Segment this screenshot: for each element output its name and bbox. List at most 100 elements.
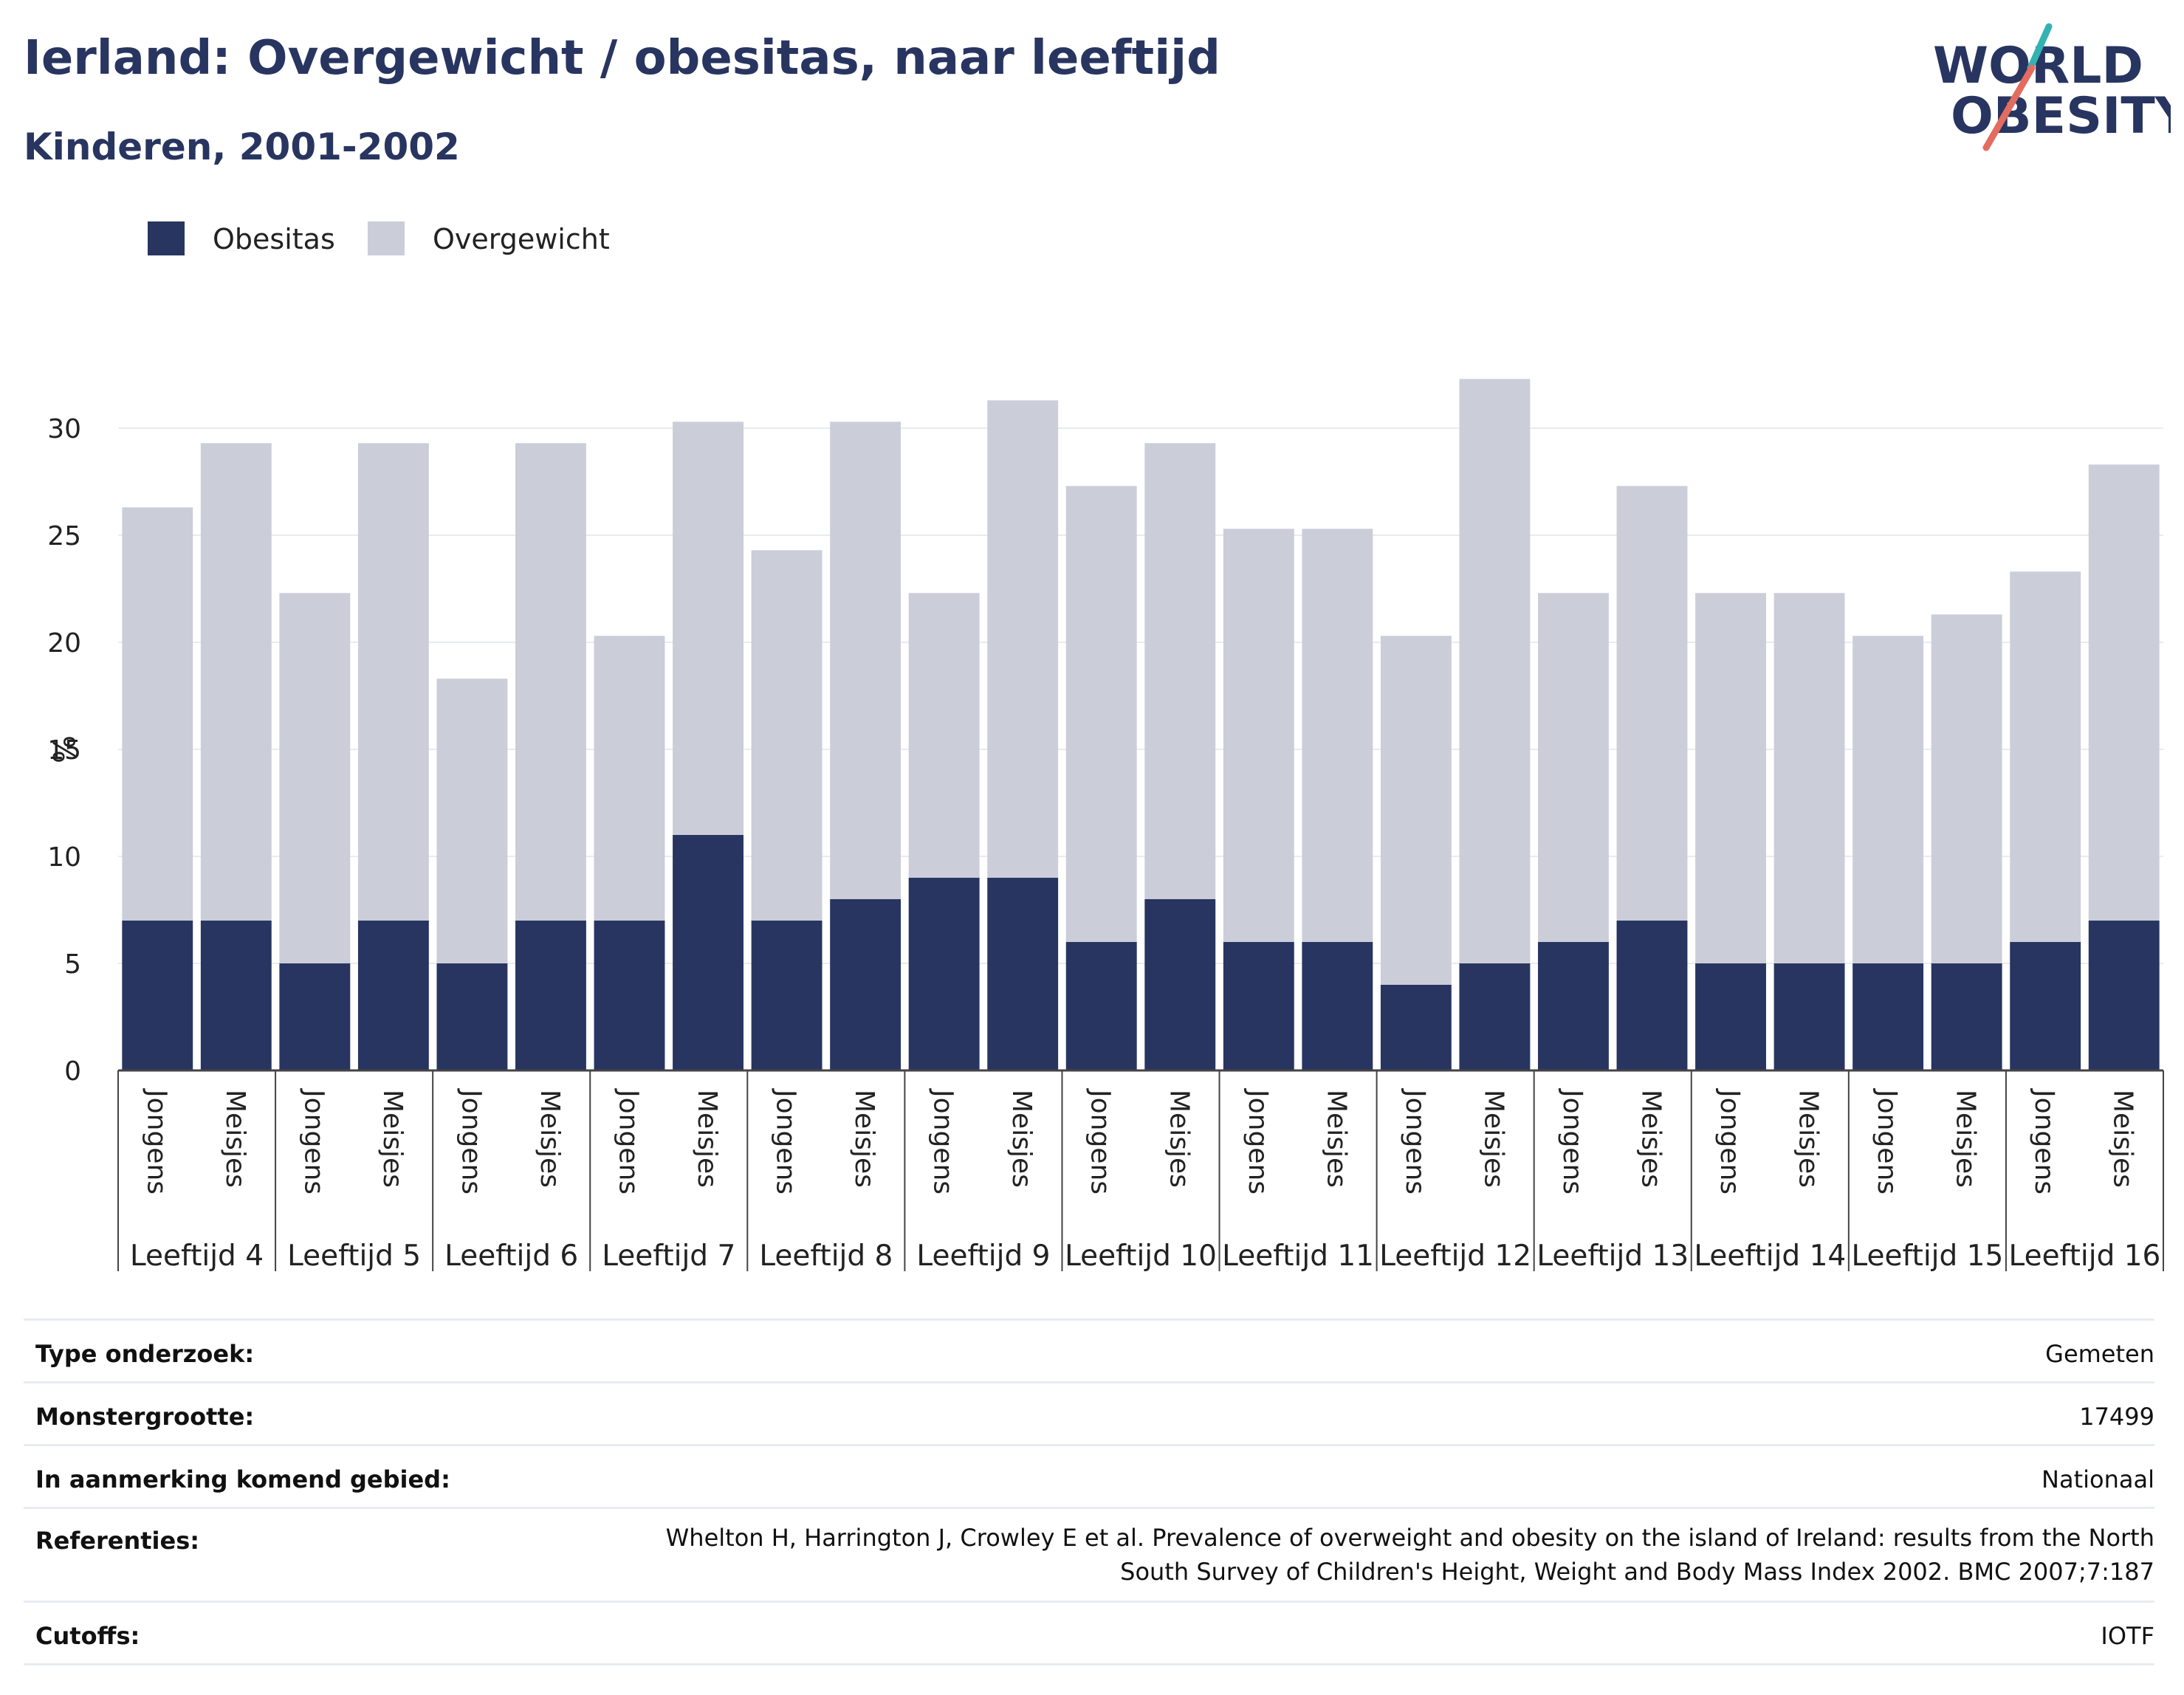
logo-line2: OBESITY [1951,87,2171,145]
world-obesity-logo: WORLD OBESITY [1933,23,2171,151]
x-subcategory-label: Jongens [1085,1088,1116,1194]
x-group-label: Leeftijd 8 [759,1240,893,1273]
bar-overgewicht [1773,593,1845,963]
info-label: Cutoffs: [35,1622,140,1650]
bar-overgewicht [2088,464,2160,921]
x-subcategory-label: Jongens [2029,1088,2059,1194]
bar-obesitas [1380,985,1452,1070]
bar-obesitas [751,921,823,1070]
y-tick-label: 20 [47,628,81,659]
x-subcategory-label: Jongens [1243,1088,1273,1194]
bar-overgewicht [673,422,744,835]
x-group-label: Leeftijd 16 [2009,1240,2161,1273]
bar-obesitas [2088,921,2160,1070]
info-value: Whelton H, Harrington J, Crowley E et al… [665,1524,2154,1586]
bar-overgewicht [1144,443,1216,899]
info-label: Referenties: [35,1527,200,1555]
bar-overgewicht [594,636,665,921]
x-subcategory-label: Meisjes [535,1090,565,1188]
x-subcategory-label: Jongens [928,1088,958,1194]
info-row: Cutoffs: IOTF [24,1601,2154,1665]
bar-obesitas [1223,942,1294,1070]
bar-overgewicht [1223,529,1294,942]
x-subcategory-label: Jongens [771,1088,801,1194]
bar-overgewicht [2010,571,2081,942]
x-group-label: Leeftijd 13 [1536,1240,1689,1273]
x-group-label: Leeftijd 9 [916,1240,1050,1273]
info-label: Type onderzoek: [35,1340,255,1368]
bar-obesitas [1459,963,1531,1070]
bar-obesitas [1852,963,1924,1070]
x-subcategory-label: Meisjes [1951,1090,1981,1188]
chart-title: Ierland: Overgewicht / obesitas, naar le… [24,31,1220,86]
x-group-label: Leeftijd 10 [1065,1240,1217,1273]
x-group-label: Leeftijd 6 [444,1240,578,1273]
legend-item-overgewicht[interactable]: Overgewicht [368,219,633,260]
y-tick-label: 30 [47,414,81,444]
x-subcategory-label: Meisjes [377,1090,408,1188]
bar-overgewicht [751,550,823,921]
x-subcategory-label: Meisjes [220,1090,250,1188]
legend-item-obesitas[interactable]: Obesitas [148,219,369,260]
bar-overgewicht [987,400,1059,878]
bar-obesitas [279,963,351,1070]
info-row: Referenties: Whelton H, Harrington J, Cro… [24,1507,2154,1601]
bar-overgewicht [357,443,429,921]
x-subcategory-label: Meisjes [692,1090,722,1188]
y-axis-label: % [46,735,80,763]
bar-overgewicht [200,443,272,921]
bar-obesitas [200,921,272,1070]
bar-overgewicht [1538,593,1609,942]
x-group-label: Leeftijd 4 [130,1240,264,1273]
x-group-label: Leeftijd 14 [1694,1240,1846,1273]
bar-overgewicht [1065,486,1137,942]
bar-obesitas [1773,963,1845,1070]
bar-obesitas [2010,942,2081,1070]
y-tick-label: 0 [64,1056,81,1087]
bar-obesitas [594,921,665,1070]
bar-obesitas [1695,963,1766,1070]
chart-subtitle: Kinderen, 2001-2002 [24,126,460,168]
x-subcategory-label: Meisjes [1793,1090,1824,1188]
bar-obesitas [1538,942,1609,1070]
bar-obesitas [1065,942,1137,1070]
x-group-label: Leeftijd 15 [1851,1240,2003,1273]
bar-overgewicht [1931,614,2002,963]
bar-overgewicht [1695,593,1766,963]
bar-obesitas [357,921,429,1070]
x-subcategory-label: Meisjes [1006,1090,1037,1188]
bar-overgewicht [279,593,351,963]
info-value: 17499 [2079,1403,2154,1431]
x-subcategory-label: Jongens [1557,1088,1587,1194]
x-subcategory-label: Jongens [614,1088,644,1194]
x-subcategory-label: Meisjes [2108,1090,2138,1188]
bar-obesitas [122,921,193,1070]
x-group-label: Leeftijd 5 [287,1240,421,1273]
x-subcategory-label: Jongens [298,1088,329,1194]
bar-overgewicht [436,678,508,963]
bar-overgewicht [1459,379,1531,963]
x-subcategory-label: Meisjes [1321,1090,1351,1188]
bar-obesitas [1302,942,1373,1070]
x-subcategory-label: Meisjes [849,1090,879,1188]
legend-label-obesitas: Obesitas [213,223,335,255]
logo-slash-teal [2027,23,2053,72]
bar-obesitas [1931,963,2002,1070]
info-row: In aanmerking komend gebied: Nationaal [24,1444,2154,1507]
info-row: Type onderzoek: Gemeten [24,1318,2154,1381]
bar-obesitas [908,878,980,1070]
bar-obesitas [830,899,902,1070]
info-value: IOTF [2101,1622,2154,1650]
y-tick-label: 15 [47,735,81,766]
study-info-table: Type onderzoek: Gemeten Monstergrootte: 174… [24,1318,2154,1665]
logo-slash-coral [1982,64,2036,151]
info-value: Gemeten [2045,1340,2154,1368]
legend-swatch-obesitas [148,221,185,255]
legend-label-overgewicht: Overgewicht [433,223,610,255]
y-tick-label: 25 [47,521,81,551]
y-tick-label: 5 [64,949,81,980]
info-value: Nationaal [2042,1465,2154,1493]
x-subcategory-label: Jongens [1872,1088,1902,1194]
info-row: Monstergrootte: 17499 [24,1381,2154,1444]
x-subcategory-label: Meisjes [1636,1090,1666,1188]
